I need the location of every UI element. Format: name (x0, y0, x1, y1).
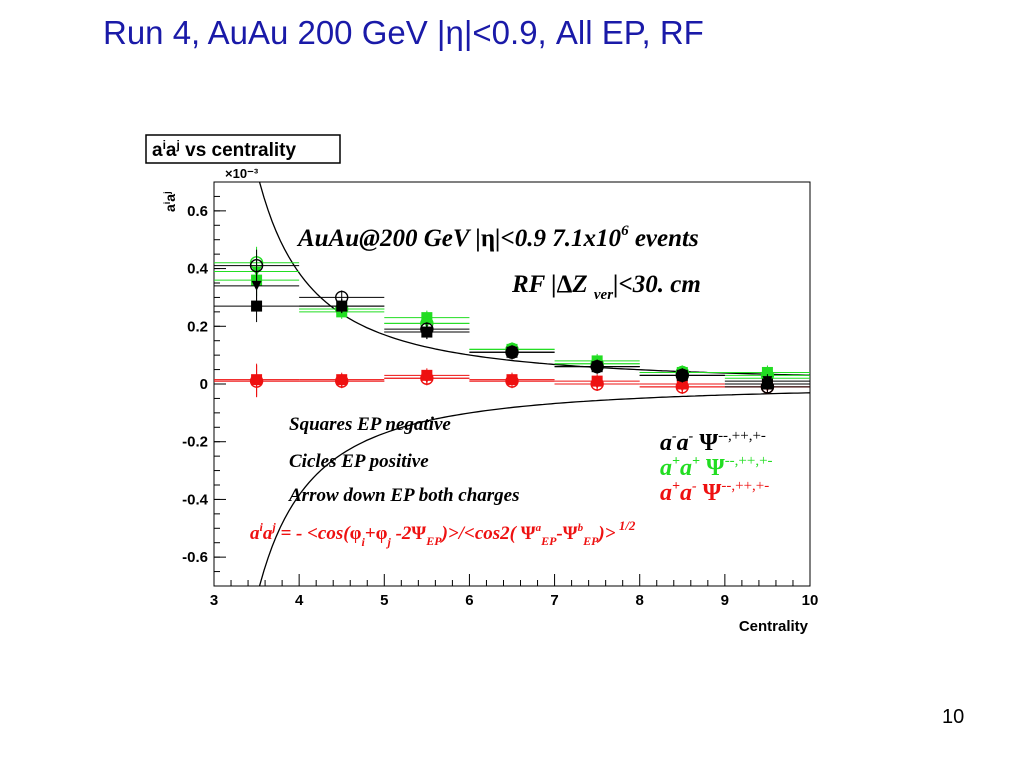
x-tick-label: 4 (295, 592, 304, 609)
data-point-square (251, 300, 263, 312)
data-point-arrow-down (336, 376, 347, 387)
data-point-arrow-down (762, 376, 773, 387)
data-point-arrow-down (677, 381, 688, 392)
data-point-arrow-down (507, 347, 517, 358)
data-point-arrow-down (421, 373, 432, 384)
legend-plus-minus: a+a- Ψ--,++,+- (660, 478, 769, 506)
x-tick-label: 9 (721, 592, 729, 609)
y-axis: -0.6 -0.4 -0.2 0 0.2 0.4 0.6 (182, 181, 226, 587)
x-axis: 3 4 5 6 7 8 9 10 (210, 574, 819, 609)
reference-curve-negative (258, 392, 810, 586)
x-tick-label: 7 (550, 592, 558, 609)
annotation-formula: aiaj = - <cos(φi+φj -2ΨEP)>/<cos2( ΨaEP-… (250, 518, 636, 549)
x-tick-label: 5 (380, 592, 388, 609)
chart-title-box (145, 134, 341, 164)
data-marks (214, 246, 810, 398)
y-tick-label: 0.4 (187, 261, 209, 278)
data-point-arrow-down (336, 301, 347, 312)
data-point-arrow-down (677, 370, 688, 381)
x-tick-label: 8 (636, 592, 644, 609)
slide-title: Run 4, AuAu 200 GeV |η|<0.9, All EP, RF (103, 14, 704, 51)
data-point-arrow-down (592, 379, 603, 389)
annotation-arrows: Arrow down EP both charges (288, 485, 520, 506)
data-point-arrow-down (592, 361, 603, 372)
y-tick-label: 0 (200, 376, 208, 393)
chart-title: aiaj vs centrality (152, 138, 296, 161)
annotation-circles: Cicles EP positive (289, 451, 429, 472)
y-axis-label: aiaj (162, 191, 178, 212)
y-tick-label: -0.2 (182, 434, 208, 451)
x-tick-label: 10 (802, 592, 819, 609)
y-tick-label: -0.6 (182, 549, 208, 566)
page-number: 10 (942, 706, 965, 728)
data-point-arrow-down (251, 280, 262, 291)
annotation-squares: Squares EP negative (289, 414, 451, 435)
y-tick-label: 0.6 (187, 203, 208, 220)
reference-curve-positive (258, 182, 810, 376)
data-point-arrow-down (507, 376, 517, 387)
data-point-arrow-down (421, 327, 432, 338)
legend-minus-minus: a-a- Ψ--,++,+- (660, 428, 766, 456)
data-point-arrow-down (251, 376, 262, 387)
annotation-header-line2: RF |ΔZ ver|<30. cm (511, 271, 701, 303)
annotation-header-line1: AuAu@200 GeV |η|<0.9 7.1x106 events (296, 223, 699, 252)
x-axis-label: Centrality (739, 618, 809, 635)
legend-plus-plus: a+a+ Ψ--,++,+- (660, 453, 773, 481)
y-tick-label: 0.2 (187, 318, 208, 335)
y-exponent: ×10⁻³ (225, 166, 259, 181)
y-tick-label: -0.4 (182, 491, 209, 508)
x-tick-label: 6 (465, 592, 473, 609)
x-tick-label: 3 (210, 592, 218, 609)
